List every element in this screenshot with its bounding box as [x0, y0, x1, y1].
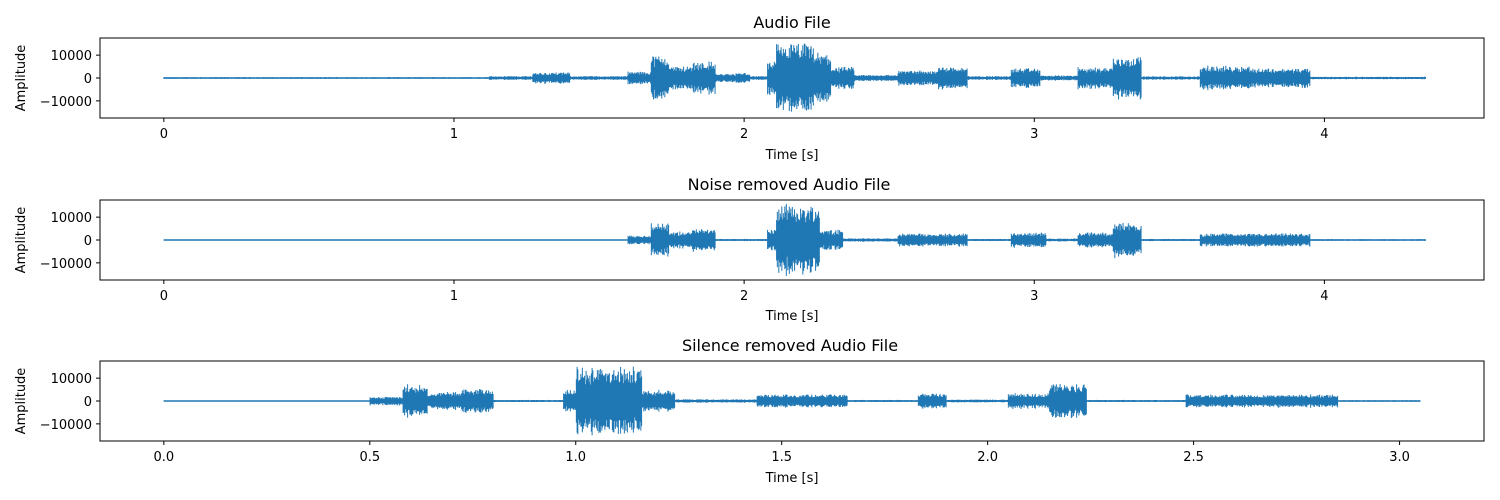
x-tick-label: 4	[1320, 289, 1328, 304]
y-tick-label: 10000	[51, 49, 92, 64]
y-axis-label: Amplitude	[14, 207, 29, 274]
axes-frame	[99, 360, 1485, 442]
y-tick-label: 0	[84, 72, 92, 87]
waveform-series	[163, 366, 1421, 436]
panel-silence-removed: Silence removed Audio File 0.0 0.5 1.0 1.5 2…	[14, 336, 1485, 486]
y-tick-label: 0	[84, 395, 92, 410]
y-tick-label: −10000	[40, 257, 92, 272]
waveform-series	[163, 43, 1426, 112]
x-axis-label: Time [s]	[765, 148, 819, 163]
axes-frame	[99, 37, 1485, 119]
x-tick-label: 4	[1320, 127, 1328, 142]
y-axis-ticks: 10000 0 −10000	[40, 372, 100, 433]
y-tick-label: 10000	[51, 211, 92, 226]
x-tick-label: 2	[740, 289, 748, 304]
axes-frame	[99, 199, 1485, 281]
x-tick-label: 3	[1030, 289, 1038, 304]
y-tick-label: −10000	[40, 95, 92, 110]
panel-noise-removed: Noise removed Audio File 0 1 2 3 4 10000 0 −10…	[14, 175, 1485, 324]
x-tick-label: 1.5	[771, 450, 792, 465]
y-axis-ticks: 10000 0 −10000	[40, 49, 100, 110]
x-tick-label: 2.5	[1183, 450, 1204, 465]
panel-audio-file: Audio File 0 1 2 3 4 10000 0 −10000 Time [s] A…	[14, 13, 1485, 163]
x-tick-label: 0	[160, 127, 168, 142]
x-axis-ticks: 0 1 2 3 4	[160, 280, 1329, 304]
x-tick-label: 1	[450, 289, 458, 304]
x-tick-label: 0	[160, 289, 168, 304]
x-tick-label: 2.0	[977, 450, 998, 465]
x-axis-label: Time [s]	[765, 309, 819, 324]
x-tick-label: 1.0	[565, 450, 586, 465]
y-tick-label: 10000	[51, 372, 92, 387]
x-tick-label: 0.0	[154, 450, 175, 465]
x-axis-ticks: 0 1 2 3 4	[160, 118, 1329, 142]
x-tick-label: 3.0	[1389, 450, 1410, 465]
y-axis-label: Amplitude	[14, 368, 29, 435]
y-axis-label: Amplitude	[14, 45, 29, 112]
panel-title: Noise removed Audio File	[688, 175, 891, 194]
panel-title: Silence removed Audio File	[682, 336, 898, 355]
waveform-series	[163, 203, 1426, 276]
y-tick-label: −10000	[40, 418, 92, 433]
x-tick-label: 0.5	[359, 450, 380, 465]
panel-title: Audio File	[753, 13, 830, 32]
x-axis-ticks: 0.0 0.5 1.0 1.5 2.0 2.5 3.0	[154, 441, 1410, 465]
x-axis-label: Time [s]	[765, 471, 819, 486]
y-axis-ticks: 10000 0 −10000	[40, 211, 100, 272]
x-tick-label: 1	[450, 127, 458, 142]
y-tick-label: 0	[84, 234, 92, 249]
x-tick-label: 2	[740, 127, 748, 142]
x-tick-label: 3	[1030, 127, 1038, 142]
